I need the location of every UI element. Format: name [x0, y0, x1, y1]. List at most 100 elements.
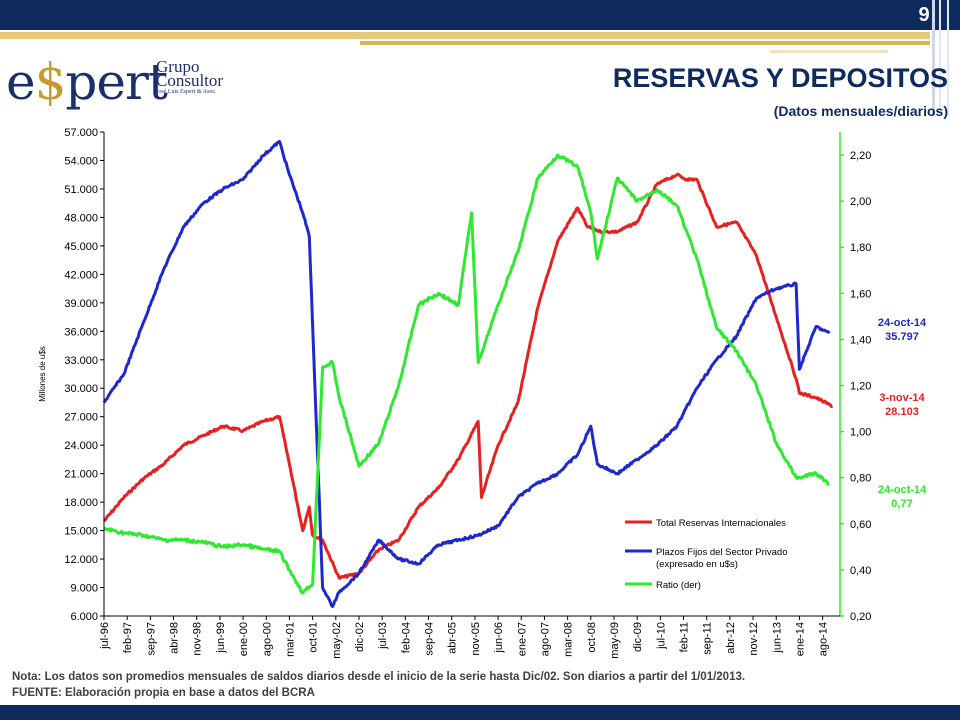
annotation-value: 28.103	[885, 406, 919, 418]
left-axis-tick-label: 12.000	[64, 554, 98, 566]
page-number: 9	[918, 4, 930, 26]
bottom-axis-tick-label: mar-08	[563, 622, 575, 657]
right-axis-tick-label: 1,20	[850, 381, 871, 393]
slide-subtitle: (Datos mensuales/diarios)	[773, 103, 948, 119]
left-axis-tick-label: 48.000	[64, 212, 98, 224]
chart-axes: 57.000 54.000 51.000 48.000 45.000 42.000 39.0…	[38, 127, 871, 659]
right-axis-tick-label: 0,80	[850, 473, 871, 485]
decor-stripe	[939, 0, 941, 116]
bottom-axis-tick-label: ago-00	[261, 622, 273, 656]
reserves-deposits-chart: 57.000 54.000 51.000 48.000 45.000 42.000 39.0…	[38, 127, 927, 659]
bottom-axis-tick-label: jun-99	[215, 622, 227, 654]
bottom-axis-tick-label: may-09	[609, 622, 621, 659]
left-axis-tick-label: 21.000	[64, 469, 98, 481]
bottom-axis-tick-label: sep-11	[702, 622, 714, 655]
reserves-line	[102, 172, 834, 580]
bottom-banner	[0, 705, 960, 720]
right-axis-tick-label: 2,20	[850, 150, 871, 162]
left-axis-tick-label: 6.000	[70, 611, 98, 623]
left-axis-tick-label: 18.000	[64, 497, 98, 509]
legend-reserves-label: Total Reservas Internacionales	[656, 518, 786, 529]
left-axis-tick-label: 36.000	[64, 326, 98, 338]
decor-stripe	[947, 0, 949, 116]
left-axis-label: Millones de u$s	[38, 346, 47, 402]
annotation-value: 35.797	[885, 331, 919, 343]
left-axis-tick-label: 45.000	[64, 241, 98, 253]
right-axis-tick-label: 1,80	[850, 242, 871, 254]
annotation-date: 24-oct-14	[878, 317, 927, 329]
right-axis-tick-label: 0,40	[850, 565, 871, 577]
bottom-axis-tick-label: nov-05	[470, 622, 482, 656]
slide-title: RESERVAS Y DEPOSITOS	[612, 63, 948, 93]
bottom-axis-tick-label: feb-11	[679, 622, 691, 652]
left-axis-tick-label: 27.000	[64, 412, 98, 424]
bottom-axis-tick-label: nov-12	[748, 622, 760, 656]
right-axis-tick-label: 1,40	[850, 334, 871, 346]
bottom-axis-tick-label: oct-08	[586, 622, 598, 653]
bottom-axis-tick-label: dic-02	[354, 622, 366, 652]
left-axis-tick-label: 54.000	[64, 155, 98, 167]
bottom-axis-tick-label: ene-00	[238, 622, 250, 656]
logo-line-1: Grupo	[156, 57, 200, 76]
chart-series	[102, 140, 834, 608]
left-axis-tick-label: 39.000	[64, 298, 98, 310]
left-axis-tick-label: 30.000	[64, 383, 98, 395]
bottom-axis-tick-label: oct-01	[308, 622, 320, 653]
bottom-axis-tick-label: abr-98	[169, 622, 181, 654]
logo-line-3: José Luis Espert & Asoc.	[156, 89, 217, 95]
bottom-axis-tick-label: feb-97	[122, 622, 134, 653]
note-text: Nota: Los datos son promedios mensuales …	[12, 671, 746, 683]
bottom-axis-tick-label: ene-14	[794, 622, 806, 656]
left-axis-tick-label: 24.000	[64, 440, 98, 452]
bottom-axis-tick-label: jul-10	[655, 622, 667, 650]
bottom-axis-tick-label: feb-04	[400, 622, 412, 653]
legend-ratio-label: Ratio (der)	[656, 580, 701, 591]
chart-annotations: 24-oct-14 35.797 3-nov-14 28.103 24-oct-14 0,…	[878, 317, 927, 510]
company-logo: e$pert Grupo Consultor José Luis Espert …	[6, 54, 236, 118]
gold-stripe-thin	[360, 41, 930, 45]
left-axis-tick-label: 42.000	[64, 269, 98, 281]
deposits-line	[102, 140, 831, 608]
legend-deposits-label: Plazos Fijos del Sector Privado	[656, 547, 787, 558]
left-axis-tick-label: 9.000	[70, 583, 98, 595]
logo-line-2: Consultor	[156, 71, 224, 90]
bottom-axis-tick-label: may-02	[331, 622, 343, 659]
bottom-axis-tick-label: jul-03	[377, 622, 389, 650]
logo-wordmark: e$pert	[6, 53, 168, 111]
annotation-date: 24-oct-14	[878, 484, 927, 496]
bottom-axis-tick-label: nov-98	[192, 622, 204, 656]
bottom-axis-tick-label: mar-01	[284, 622, 296, 657]
source-text: FUENTE: Elaboración propia en base a dat…	[12, 687, 315, 699]
annotation-value: 0,77	[891, 498, 912, 510]
decor-stripe	[932, 0, 935, 116]
ratio-line	[103, 153, 830, 595]
bottom-axis-tick-label: sep-04	[424, 622, 436, 656]
bottom-axis-tick-label: dic-09	[632, 622, 644, 652]
right-axis-tick-label: 1,00	[850, 427, 871, 439]
bottom-axis-tick-label: abr-05	[447, 622, 459, 654]
right-axis-tick-label: 2,00	[850, 196, 871, 208]
left-axis-tick-label: 57.000	[64, 127, 98, 139]
logo-tagline: Grupo Consultor José Luis Espert & Asoc.	[156, 57, 224, 96]
legend-deposits-label: (expresado en u$s)	[656, 559, 738, 570]
chart-legend: Total Reservas Internacionales Plazos Fij…	[625, 518, 787, 591]
annotation-date: 3-nov-14	[879, 392, 925, 404]
bottom-axis-tick-label: ago-14	[818, 622, 830, 656]
left-axis-tick-label: 51.000	[64, 184, 98, 196]
bottom-axis-tick-label: jun-13	[771, 622, 783, 654]
gold-stripe	[0, 32, 930, 39]
bottom-axis-tick-label: abr-12	[725, 622, 737, 654]
bottom-axis-tick-label: sep-97	[145, 622, 157, 656]
bottom-axis-tick-label: jun-06	[493, 622, 505, 654]
bottom-axis-tick-label: ene-07	[516, 622, 528, 656]
right-axis-tick-label: 1,60	[850, 288, 871, 300]
left-axis-tick-label: 15.000	[64, 526, 98, 538]
decor-line	[770, 50, 888, 53]
left-axis-tick-label: 33.000	[64, 355, 98, 367]
footnote: Nota: Los datos son promedios mensuales …	[12, 669, 745, 701]
bottom-axis-tick-label: ago-07	[539, 622, 551, 656]
right-axis-tick-label: 0,20	[850, 611, 871, 623]
top-banner	[0, 0, 960, 30]
bottom-axis-tick-label: jul-96	[99, 622, 111, 650]
right-axis-tick-label: 0,60	[850, 519, 871, 531]
